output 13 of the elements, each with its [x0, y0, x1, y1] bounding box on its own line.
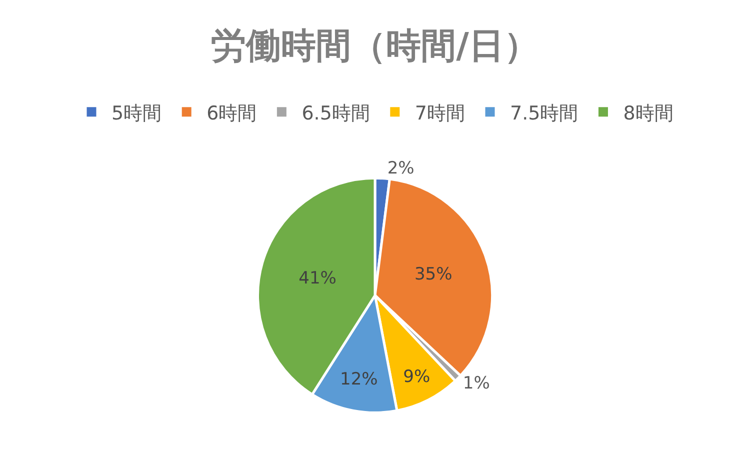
data-label: 35% — [414, 264, 452, 284]
data-label: 1% — [462, 373, 490, 394]
data-label: 2% — [387, 158, 414, 178]
data-label: 41% — [298, 268, 336, 289]
data-label: 12% — [340, 370, 378, 390]
chart-title: 労働時間（時間/日） — [211, 26, 539, 66]
legend-label: 7.5時間 — [510, 102, 578, 124]
legend-label: 8時間 — [623, 102, 674, 124]
legend-label: 7時間 — [414, 102, 465, 124]
data-label: 9% — [403, 367, 430, 388]
legend-label: 6.5時間 — [302, 102, 370, 124]
legend-label: 6時間 — [206, 102, 257, 124]
legend-label: 5時間 — [112, 102, 162, 124]
